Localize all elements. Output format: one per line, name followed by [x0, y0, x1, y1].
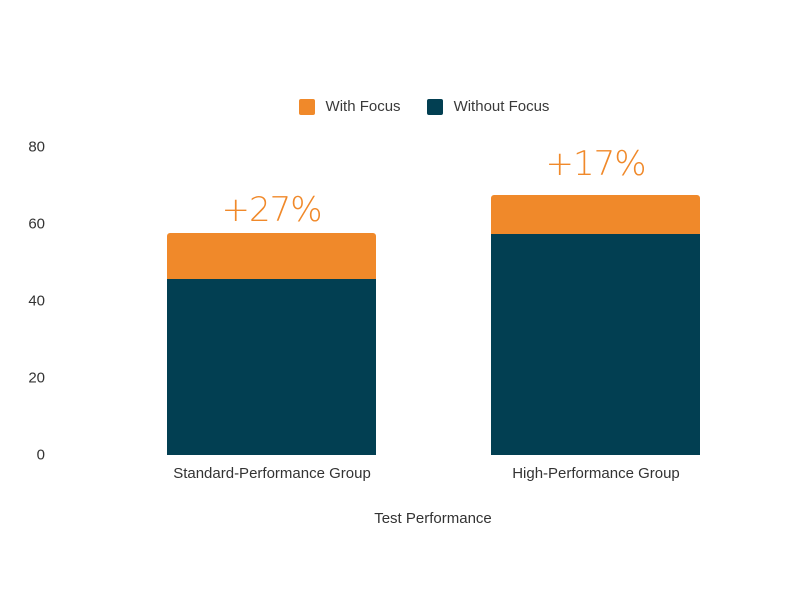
- bar-high-performance[interactable]: [491, 195, 700, 455]
- y-tick: 80: [28, 138, 45, 156]
- bar-segment-without-focus[interactable]: [167, 279, 376, 455]
- bar-segment-with-focus[interactable]: [167, 233, 376, 279]
- legend-item-with-focus[interactable]: With Focus: [298, 98, 401, 115]
- y-tick: 60: [28, 215, 45, 233]
- x-tick: Standard-Performance Group: [173, 465, 371, 482]
- legend: With Focus Without Focus: [0, 98, 800, 115]
- legend-label: With Focus: [325, 98, 401, 115]
- y-tick: 40: [28, 292, 45, 310]
- legend-item-without-focus[interactable]: Without Focus: [426, 98, 550, 115]
- annotation-standard: +27%: [221, 190, 322, 230]
- x-tick: High-Performance Group: [512, 465, 680, 482]
- bar-segment-with-focus[interactable]: [491, 195, 700, 234]
- y-tick: 20: [28, 369, 45, 387]
- legend-swatch-with-focus: [298, 98, 315, 115]
- x-axis-title: Test Performance: [374, 510, 492, 527]
- bar-segment-without-focus[interactable]: [491, 234, 700, 455]
- legend-swatch-without-focus: [426, 98, 443, 115]
- legend-label: Without Focus: [453, 98, 550, 115]
- annotation-high: +17%: [545, 144, 646, 184]
- y-tick: 0: [36, 446, 45, 464]
- bar-standard-performance[interactable]: [167, 233, 376, 455]
